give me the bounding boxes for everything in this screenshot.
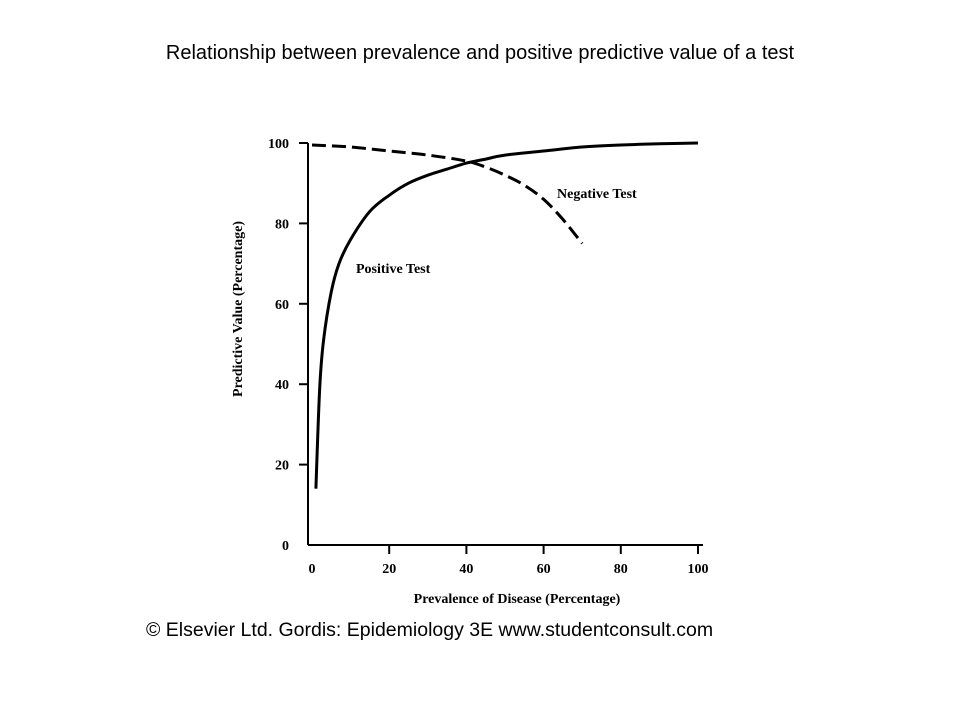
y-tick-label: 60 (275, 298, 289, 313)
x-tick-label: 100 (688, 562, 709, 577)
chart-axes (307, 143, 703, 546)
x-tick-label: 60 (537, 562, 551, 577)
x-tick-label: 0 (309, 562, 316, 577)
chart-ticks: 0 20 40 60 80 100 0 20 40 60 80 100 (268, 137, 709, 577)
y-tick-label: 40 (275, 378, 289, 393)
positive-test-label: Positive Test (356, 262, 431, 277)
y-tick-label: 100 (268, 137, 289, 152)
negative-test-label: Negative Test (557, 187, 637, 202)
slide-title: Relationship between prevalence and posi… (165, 42, 795, 64)
chart-series (311, 141, 699, 489)
x-tick-label: 20 (382, 562, 396, 577)
y-tick-label: 20 (275, 459, 289, 474)
y-tick-label: 0 (282, 539, 289, 554)
x-axis-title: Prevalence of Disease (Percentage) (414, 592, 621, 607)
chart-series-labels: Positive Test Negative Test (356, 187, 637, 277)
negative-test-curve (311, 143, 584, 245)
y-tick-label: 80 (275, 217, 289, 232)
x-tick-label: 40 (459, 562, 473, 577)
copyright-notice: © Elsevier Ltd. Gordis: Epidemiology 3E … (146, 619, 714, 641)
y-axis-title: Predictive Value (Percentage) (231, 221, 246, 397)
positive-test-curve (314, 141, 699, 489)
x-tick-label: 80 (614, 562, 628, 577)
